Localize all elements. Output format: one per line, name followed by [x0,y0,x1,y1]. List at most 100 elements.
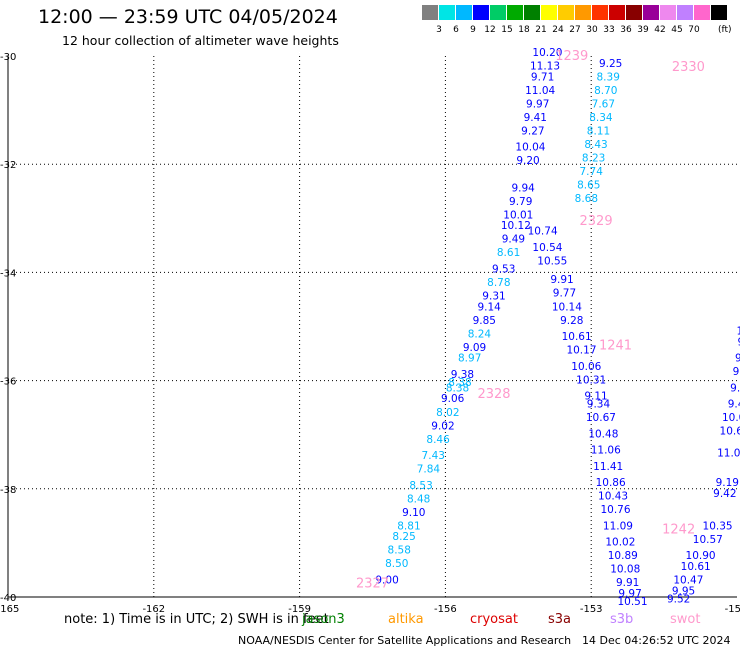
legend-label: 33 [603,25,615,35]
wave-height-point: 8.43 [584,139,607,151]
sat-s3a: s3a [548,612,572,627]
wave-height-point: 8.53 [409,480,432,492]
legend-label: 42 [654,25,666,35]
wave-height-point: 8.78 [487,277,510,289]
wave-height-point: 9.85 [473,315,496,327]
wave-height-point: 9.14 [477,301,501,313]
wave-height-point: 10.48 [588,428,618,440]
wave-height-point: 8.46 [426,434,450,446]
legend-swatch [456,5,472,20]
wave-height-point: 9.71 [531,71,554,83]
wave-height-point: 9.19 [716,477,739,489]
track-label: 2330 [672,60,705,75]
wave-height-point: 9.41 [524,112,547,124]
legend-swatch [660,5,676,20]
wave-height-point: 9.10 [402,507,425,519]
wave-height-point: 9.20 [516,155,539,167]
legend-label: 39 [637,25,649,35]
wave-height-point: 11.03 [717,447,740,459]
track-label: 1241 [599,338,632,353]
wave-height-point: 9.94 [511,182,535,194]
wave-height-point: 10.54 [532,242,562,254]
wave-height-point: 10.61 [681,561,711,573]
wave-height-point: 10.04 [515,142,545,154]
x-tick-label: -156 [434,604,457,615]
legend-swatch [643,5,659,20]
wave-height-point: 10.08 [610,564,640,576]
wave-height-point: 9.28 [560,315,583,327]
wave-height-point: 10.12 [501,220,531,232]
track-label: 1239 [555,49,588,64]
wave-height-point: 10.14 [552,301,582,313]
wave-height-point: 10.46 [737,326,740,338]
y-tick-label: -32 [0,160,16,171]
track-label: 2328 [477,387,510,402]
wave-height-point: 10.76 [600,504,630,516]
wave-height-point: 10.55 [537,255,567,267]
wave-height-point: 10.31 [576,374,606,386]
wave-height-point: 10.17 [566,345,596,357]
wave-height-point: 7.84 [417,464,441,476]
legend-swatch [473,5,489,20]
wave-height-point: 8.24 [468,328,492,340]
wave-height-point: 11.13 [530,61,560,73]
wave-height-point: 10.51 [617,596,647,608]
footer-timestamp: 14 Dec 04:26:52 UTC 2024 [582,634,731,647]
wave-height-point: 9.00 [375,574,398,586]
wave-height-point: 10.74 [528,226,558,238]
wave-height-point: 10.05 [722,412,740,424]
wave-height-point: 9.47 [728,399,740,411]
wave-height-point: 11.41 [593,461,623,473]
wave-height-point: 10.02 [605,537,635,549]
legend-label: 21 [535,25,547,35]
legend-swatch [711,5,727,20]
y-tick-label: -30 [0,52,16,63]
legend-swatch [558,5,574,20]
track-label: 1242 [662,522,695,537]
legend-label: 6 [453,25,459,35]
y-tick-label: -38 [0,485,16,496]
legend-label: 27 [569,25,581,35]
wave-height-point: 10.57 [693,534,723,546]
track-label: 2327 [356,576,389,591]
sat-swot: swot [670,612,701,627]
wave-height-point: 8.70 [594,85,617,97]
wave-height-point: 9.97 [618,588,641,600]
legend-swatch [592,5,608,20]
wave-height-point: 8.58 [388,545,411,557]
wave-height-point: 10.67 [586,412,616,424]
wave-height-point: 9.38 [451,369,474,381]
wave-height-point: 10.89 [608,550,638,562]
legend-label: 15 [501,25,513,35]
legend-label: 9 [470,25,476,35]
wave-height-point: 10.43 [598,491,628,503]
wave-height-point: 10.86 [596,477,626,489]
wave-height-point: 9.31 [482,290,505,302]
wave-height-point: 8.97 [458,353,481,365]
legend-label: 45 [671,25,683,35]
wave-height-point: 9.53 [492,263,515,275]
track-label: 2329 [580,214,613,229]
legend-swatch [694,5,710,20]
legend-swatch [439,5,455,20]
y-tick-label: -34 [0,268,16,279]
x-tick-label: -159 [288,604,311,615]
wave-height-point: 11.04 [525,85,555,97]
wave-height-point: 9.95 [672,585,695,597]
wave-height-point: 8.34 [589,112,613,124]
note-label: note: 1) Time is in UTC; 2) SWH is in fe… [64,612,329,627]
wave-height-point: 9.79 [509,196,532,208]
legend-swatch [490,5,506,20]
sat-cryosat: cryosat [470,612,518,627]
wave-height-point: 9.34 [587,399,611,411]
legend-label: 70 [688,25,700,35]
wave-height-point: 8.39 [597,71,620,83]
wave-height-point: 9.11 [584,391,607,403]
wave-height-point: 10.90 [686,550,716,562]
wave-height-point: 10.20 [532,47,562,59]
wave-height-point: 8.61 [497,247,520,259]
wave-height-point: 10.06 [571,361,601,373]
wave-height-point: 7.67 [592,98,615,110]
legend-label: 24 [552,25,564,35]
